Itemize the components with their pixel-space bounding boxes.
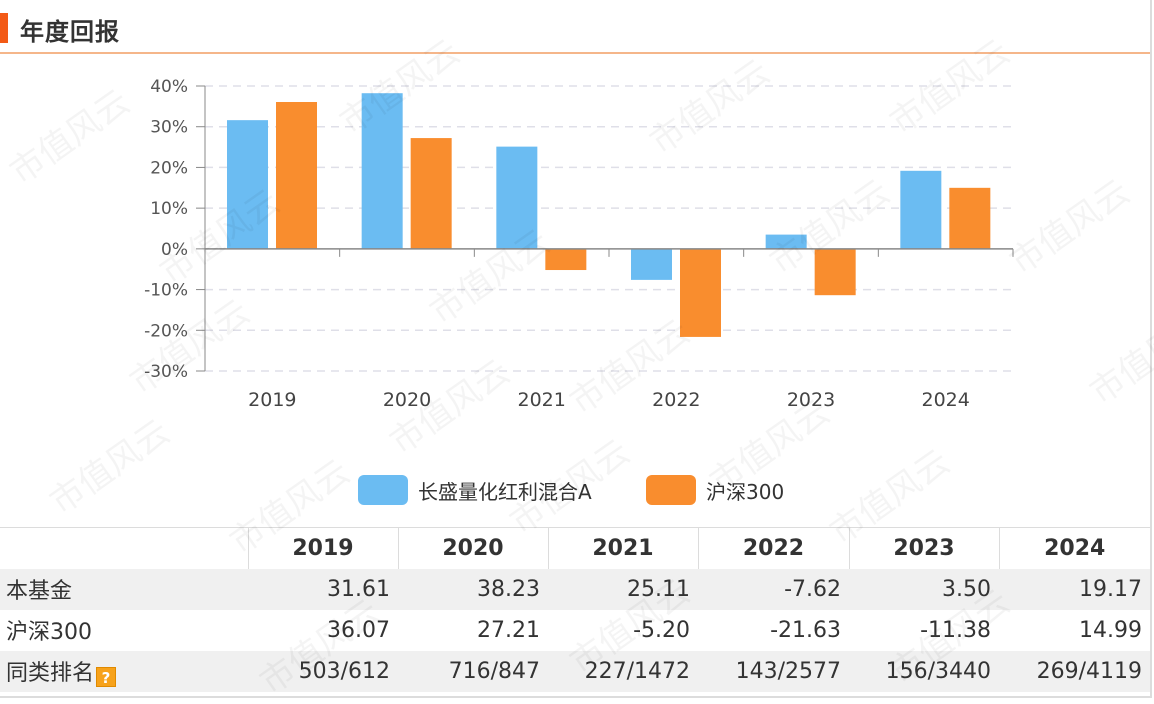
- row-label: 同类排名?: [0, 650, 248, 692]
- table-header-cell: 2021: [547, 527, 698, 569]
- y-tick-label: 40%: [150, 77, 188, 97]
- table-cell: 503/612: [248, 650, 398, 692]
- y-tick-label: -10%: [144, 281, 188, 301]
- section-title: 年度回报: [20, 18, 120, 46]
- legend-swatch-fund: [358, 475, 408, 505]
- row-label: 沪深300: [6, 620, 92, 645]
- bar-fund: [631, 248, 672, 280]
- header-accent-bar: [0, 13, 8, 43]
- help-icon[interactable]: ?: [96, 667, 117, 687]
- bar-fund: [227, 120, 268, 249]
- bar-index: [410, 138, 452, 249]
- legend-label-index: 沪深300: [706, 479, 785, 504]
- table-row-rank: 同类排名? 503/612 716/847 227/1472 143/2577 …: [0, 650, 1150, 692]
- x-tick-label: 2024: [921, 389, 969, 411]
- table-header-cell: 2019: [247, 527, 398, 569]
- y-tick-label: 0%: [161, 240, 188, 260]
- y-tick-label: 30%: [150, 118, 188, 138]
- x-tick-label: 2023: [787, 389, 835, 411]
- legend-item-index[interactable]: 沪深300: [646, 470, 784, 510]
- table-cell: 19.17: [999, 568, 1150, 610]
- table-header-cell: [0, 527, 248, 569]
- row-label: 本基金: [0, 568, 248, 610]
- annual-return-chart: 40%30%20%10%0%-10%-20%-30% 2019 2020 2021 2…: [144, 77, 1014, 411]
- table-cell: 14.99: [1079, 617, 1142, 643]
- x-tick-label: 2019: [248, 389, 296, 411]
- legend-swatch-index: [646, 475, 696, 505]
- table-cell: 156/3440: [849, 650, 999, 692]
- bar-index: [949, 187, 991, 249]
- y-axis-labels: 40% 30% 20% 10% 0% -10% -20% -30%: [144, 77, 188, 382]
- bar-index: [545, 248, 587, 271]
- table-cell: -5.20: [633, 617, 690, 643]
- bar-fund: [496, 146, 538, 249]
- table-cell: 716/847: [398, 650, 548, 692]
- x-tick-label: 2022: [652, 389, 700, 411]
- y-tick-label: 10%: [150, 199, 188, 219]
- legend-label-fund: 长盛量化红利混合A: [418, 479, 592, 504]
- bar-index: [276, 102, 317, 249]
- table-row-fund: 本基金 31.61 38.23 25.11 -7.62 3.50 19.17: [0, 568, 1150, 610]
- y-tick-label: -30%: [144, 362, 188, 382]
- bar-index: [814, 248, 856, 296]
- table-header-cell: 2022: [697, 527, 849, 569]
- section-header: 年度回报: [0, 0, 1150, 54]
- x-tick-label: 2021: [517, 389, 565, 411]
- table-cell: 25.11: [548, 568, 698, 610]
- bar-index: [680, 248, 721, 337]
- legend-item-fund[interactable]: 长盛量化红利混合A: [358, 470, 592, 510]
- chart-axis: [196, 85, 1014, 372]
- y-tick-label: -20%: [144, 321, 188, 341]
- table-header-cell: 2020: [397, 527, 548, 569]
- table-cell: 38.23: [398, 568, 548, 610]
- y-tick-label: 20%: [150, 158, 188, 178]
- bar-fund: [361, 93, 403, 249]
- table-cell: 31.61: [248, 568, 398, 610]
- annual-return-table: 2019 2020 2021 2022 2023 2024 本基金 31.61 …: [0, 527, 1150, 692]
- table-header-cell: 2023: [848, 527, 999, 569]
- bar-fund: [765, 234, 807, 249]
- table-cell: 269/4119: [999, 650, 1150, 692]
- bar-fund: [900, 170, 942, 249]
- table-header-row: 2019 2020 2021 2022 2023 2024: [0, 527, 1150, 569]
- chart-legend: 长盛量化红利混合A 沪深300: [0, 470, 1150, 510]
- rank-label: 同类排名: [6, 661, 95, 686]
- table-cell: 36.07: [327, 617, 390, 643]
- table-row-index: 沪深300 36.07 27.21 -5.20 -21.63 -11.38 14…: [0, 610, 1150, 651]
- table-header-cell: 2024: [998, 527, 1150, 569]
- table-cell: 227/1472: [548, 650, 698, 692]
- table-cell: 143/2577: [698, 650, 849, 692]
- x-axis-labels: 2019 2020 2021 2022 2023 2024: [248, 389, 970, 411]
- chart-bars: [227, 93, 991, 337]
- table-cell: -7.62: [698, 568, 849, 610]
- table-cell: 27.21: [477, 617, 540, 643]
- table-cell: 3.50: [849, 568, 999, 610]
- chart-grid: [205, 85, 1013, 372]
- table-cell: -21.63: [770, 617, 841, 643]
- table-cell: -11.38: [920, 617, 991, 643]
- x-tick-label: 2020: [383, 389, 431, 411]
